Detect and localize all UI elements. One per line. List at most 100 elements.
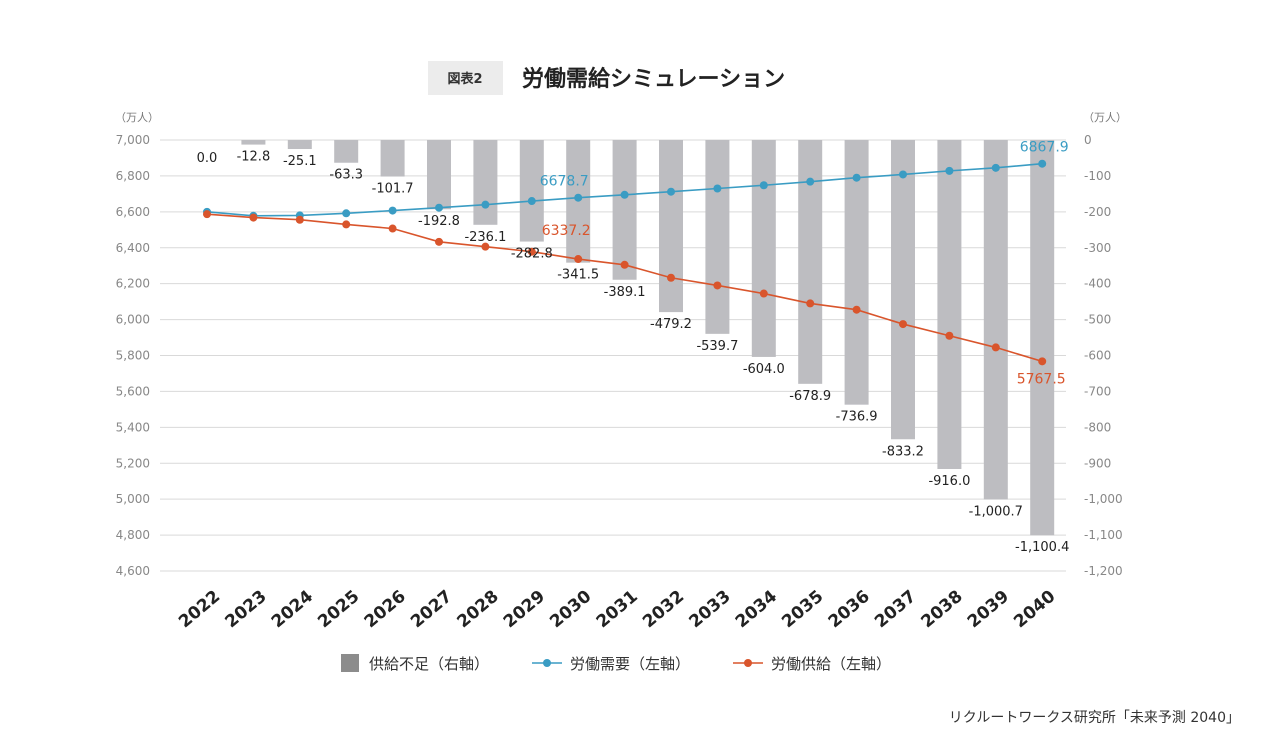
x-axis-tick-label: 2032 — [639, 587, 688, 633]
x-axis-tick-label: 2034 — [732, 586, 781, 632]
right-axis-tick-label: 0 — [1084, 133, 1092, 147]
bar-value-label: -479.2 — [650, 317, 692, 332]
left-axis-tick-label: 6,000 — [116, 313, 150, 327]
x-axis-tick-label: 2026 — [361, 587, 410, 633]
shortage-bar — [612, 140, 637, 280]
shortage-bar — [705, 140, 730, 334]
left-axis-tick-label: 7,000 — [116, 133, 150, 147]
supply-point — [991, 343, 1000, 352]
left-axis-tick-label: 5,400 — [116, 420, 150, 434]
demand-point — [991, 163, 1000, 172]
line-callout-label: 6337.2 — [542, 223, 591, 239]
bar-value-label: -192.8 — [418, 214, 460, 229]
demand-point — [481, 200, 490, 209]
supply-point — [203, 210, 211, 219]
bar-value-label: -389.1 — [604, 285, 646, 300]
bar-value-label: -736.9 — [836, 410, 878, 425]
shortage-bar — [891, 140, 915, 440]
right-axis-tick-label: -800 — [1084, 420, 1111, 434]
shortage-bar — [380, 140, 405, 177]
supply-point — [667, 273, 675, 282]
x-axis-tick-label: 2025 — [314, 587, 363, 633]
shortage-bar — [937, 140, 962, 469]
supply-point — [852, 305, 861, 314]
x-axis-tick-label: 2029 — [500, 587, 549, 633]
x-axis-tick-label: 2023 — [222, 587, 271, 633]
bar-value-label: -25.1 — [283, 154, 317, 169]
x-axis-tick-label: 2033 — [686, 587, 735, 633]
supply-point — [295, 215, 304, 224]
right-axis-unit: （万人） — [1083, 111, 1127, 124]
shortage-bar — [751, 140, 776, 357]
supply-point — [1038, 357, 1047, 366]
figure-tag: 図表2 — [447, 71, 482, 87]
shortage-bar — [241, 140, 266, 145]
shortage-bar — [844, 140, 869, 405]
left-axis-tick-label: 5,600 — [116, 384, 150, 398]
x-axis-tick-label: 2037 — [871, 587, 920, 633]
demand-point — [667, 187, 675, 196]
right-axis-tick-label: -500 — [1084, 313, 1111, 327]
right-axis-tick-label: -1,200 — [1084, 564, 1123, 578]
right-axis-tick-label: -1,000 — [1084, 492, 1123, 506]
right-axis-tick-label: -400 — [1084, 277, 1111, 291]
bar-value-label: -101.7 — [372, 182, 414, 197]
shortage-bar — [983, 140, 1008, 500]
supply-point — [249, 213, 258, 222]
demand-point — [713, 184, 722, 193]
demand-point — [574, 193, 583, 202]
demand-point — [852, 173, 861, 182]
legend-demand-marker — [543, 659, 551, 667]
supply-point — [435, 237, 443, 246]
x-axis-tick-label: 2040 — [1010, 586, 1059, 632]
supply-point — [945, 331, 954, 340]
bar-value-label: -604.0 — [743, 362, 785, 377]
supply-point — [342, 220, 351, 229]
x-axis-tick-label: 2035 — [778, 587, 827, 633]
bar-value-label: -236.1 — [464, 230, 506, 245]
legend-label-shortage: 供給不足（右軸） — [369, 655, 489, 673]
supply-point — [481, 242, 490, 251]
left-axis-tick-label: 4,600 — [116, 564, 150, 578]
x-axis-tick-label: 2036 — [825, 587, 874, 633]
supply-point — [574, 255, 583, 264]
lines-layer — [203, 159, 1047, 366]
demand-point — [945, 166, 954, 175]
shortage-bar — [659, 140, 683, 313]
legend: 供給不足（右軸） 労働需要（左軸） 労働供給（左軸） — [341, 654, 891, 673]
shortage-bar — [798, 140, 823, 384]
shortage-bar — [473, 140, 498, 225]
x-axis-tick-label: 2030 — [546, 586, 595, 632]
left-axis-tick-label: 6,400 — [116, 241, 150, 255]
left-axis-tick-label: 5,200 — [116, 456, 150, 470]
shortage-bar — [334, 140, 359, 163]
demand-point — [620, 190, 629, 199]
bar-value-label: -341.5 — [557, 268, 599, 283]
data-labels: 0.0 -12.8 -25.1 -63.3 -101.7 -192.8 -236.1 -282… — [197, 140, 1070, 556]
left-axis-unit: （万人） — [115, 111, 159, 124]
chart-header: 図表2 労働需給シミュレーション — [428, 61, 785, 95]
right-axis-tick-label: -200 — [1084, 205, 1111, 219]
supply-point — [759, 289, 768, 298]
x-axis-tick-label: 2031 — [593, 587, 642, 633]
right-axis-tick-label: -700 — [1084, 384, 1111, 398]
chart-title: 労働需給シミュレーション — [522, 66, 785, 92]
bar-value-label: -12.8 — [237, 150, 271, 165]
supply-point — [388, 224, 397, 233]
supply-point — [899, 320, 907, 329]
shortage-bar — [287, 140, 312, 150]
x-axis-tick-label: 2039 — [964, 587, 1013, 633]
bar-value-label: 0.0 — [197, 151, 218, 166]
demand-point — [527, 197, 536, 206]
left-axis-tick-label: 6,600 — [116, 205, 150, 219]
left-axis-tick-label: 4,800 — [116, 528, 150, 542]
demand-point — [388, 206, 397, 215]
bar-value-label: -1,100.4 — [1015, 540, 1069, 555]
left-axis-tick-label: 5,800 — [116, 349, 150, 363]
x-axis-tick-label: 2024 — [268, 586, 317, 632]
left-axis-tick-label: 5,000 — [116, 492, 150, 506]
line-callout-label: 5767.5 — [1017, 371, 1066, 387]
bar-value-label: -916.0 — [928, 474, 970, 489]
bar-value-label: -833.2 — [882, 444, 924, 459]
